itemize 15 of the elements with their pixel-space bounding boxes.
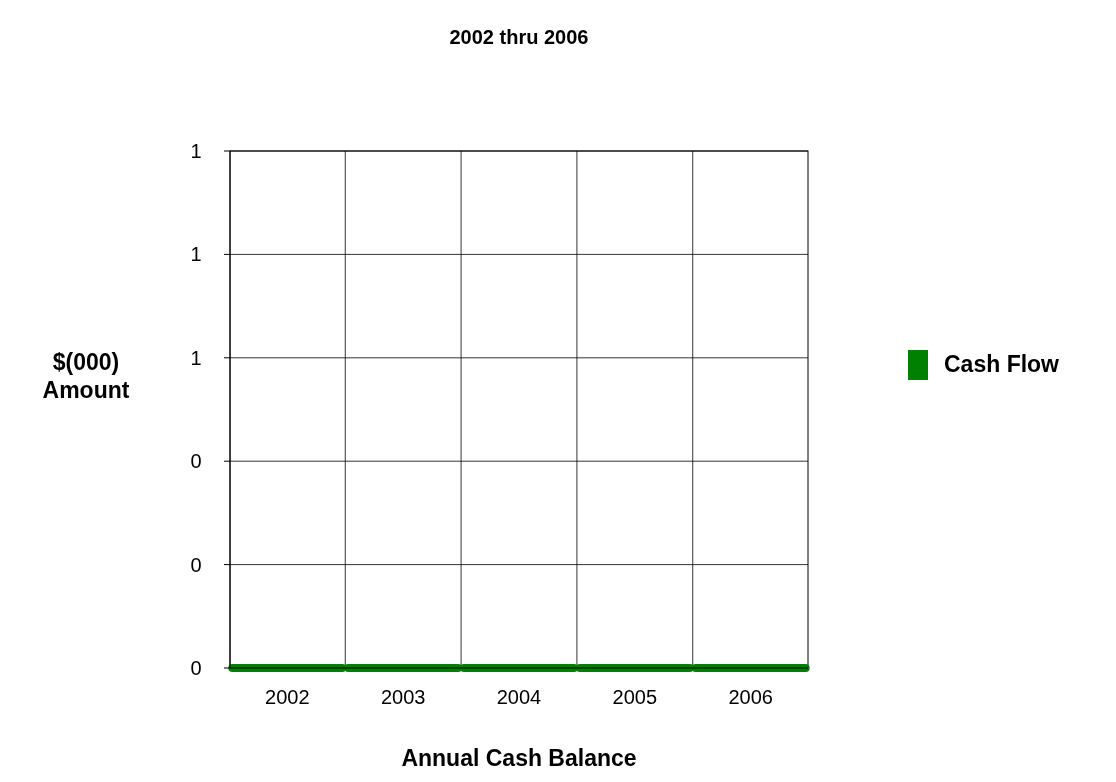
legend-label: Cash Flow <box>944 351 1060 378</box>
y-tick-label: 0 <box>190 450 202 473</box>
x-tick-label: 2002 <box>265 686 310 708</box>
x-tick-label: 2005 <box>612 686 658 708</box>
y-tick-label: 1 <box>190 140 202 162</box>
y-tick-label: 0 <box>190 657 202 679</box>
x-axis-title: Annual Cash Balance <box>401 745 637 771</box>
x-tick-label: 2004 <box>496 686 542 708</box>
y-tick-label: 0 <box>190 553 202 576</box>
x-tick-label: 2003 <box>380 686 426 708</box>
y-tick-label: 1 <box>190 346 202 369</box>
x-tick-label: 2006 <box>728 686 773 708</box>
y-axis-title: $(000) Amount <box>42 349 130 403</box>
chart-title: 2002 thru 2006 <box>449 26 589 48</box>
y-tick-label: 1 <box>190 243 202 266</box>
